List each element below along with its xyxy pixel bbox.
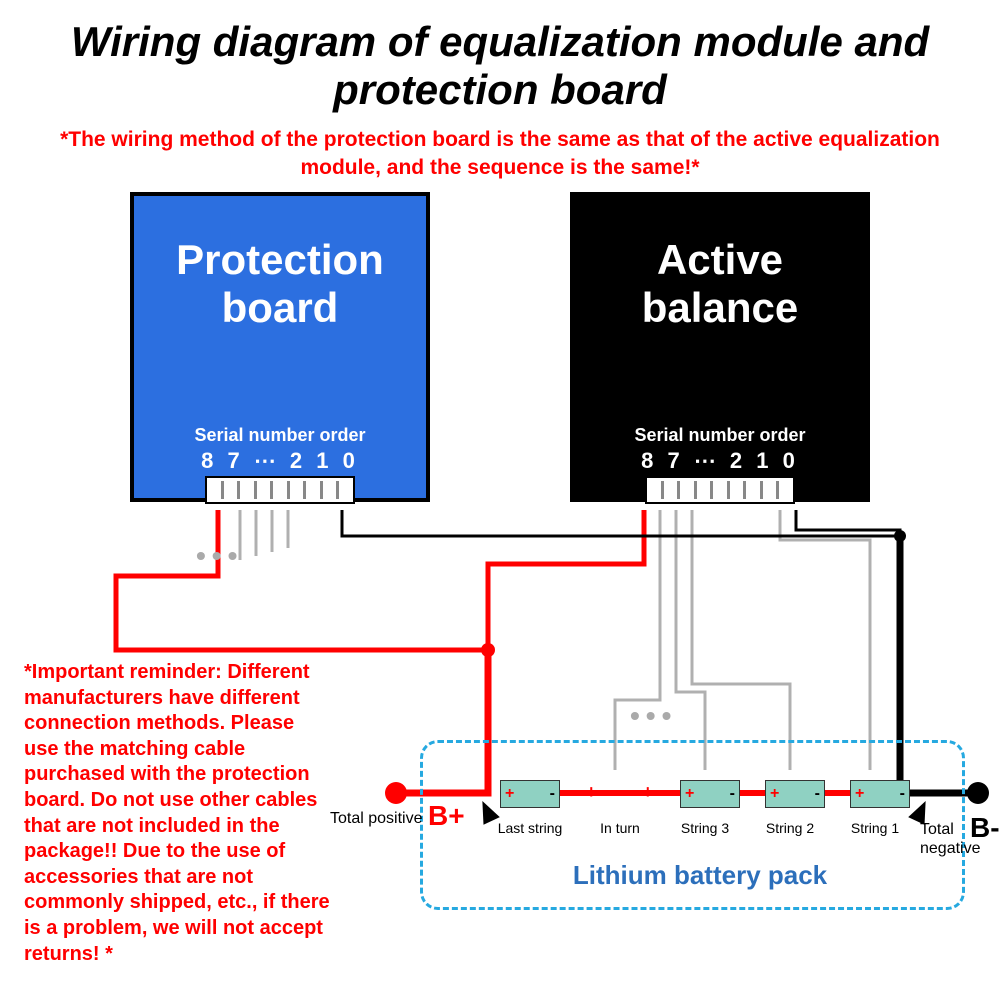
ellipsis-dots-right: •••	[630, 700, 677, 732]
string-label-1: String 1	[840, 820, 910, 836]
string-label-last: Last string	[490, 820, 570, 836]
battery-gap-dots: + ··· +	[586, 782, 656, 803]
ellipsis-dots-left: •••	[196, 540, 243, 572]
b-minus-symbol: B-	[970, 812, 1000, 844]
string-label-2: String 2	[755, 820, 825, 836]
string-label-inturn: In turn	[585, 820, 655, 836]
b-plus-symbol: B+	[428, 800, 465, 832]
protection-serial-label: Serial number order	[134, 425, 426, 446]
page-title: Wiring diagram of equalization module an…	[0, 18, 1000, 115]
battery-pack-label: Lithium battery pack	[560, 860, 840, 891]
protection-board-title: Protection board	[134, 236, 426, 333]
reminder-text: *Important reminder: Different manufactu…	[24, 660, 334, 967]
string-label-3: String 3	[670, 820, 740, 836]
active-serial-numbers: 8 7 ⋯ 2 1 0	[574, 448, 866, 474]
protection-connector	[205, 476, 355, 504]
battery-cell-last: +-	[500, 780, 560, 808]
active-connector	[645, 476, 795, 504]
subtitle-note: *The wiring method of the protection boa…	[0, 126, 1000, 183]
battery-cell-2: +-	[765, 780, 825, 808]
protection-serial-numbers: 8 7 ⋯ 2 1 0	[134, 448, 426, 474]
battery-cell-1: +-	[850, 780, 910, 808]
active-serial-label: Serial number order	[574, 425, 866, 446]
total-positive-label: Total positive	[330, 810, 423, 828]
protection-board-module: Protection board Serial number order 8 7…	[130, 192, 430, 502]
active-balance-module: Active balance Serial number order 8 7 ⋯…	[570, 192, 870, 502]
battery-cell-3: +-	[680, 780, 740, 808]
active-balance-title: Active balance	[574, 236, 866, 333]
